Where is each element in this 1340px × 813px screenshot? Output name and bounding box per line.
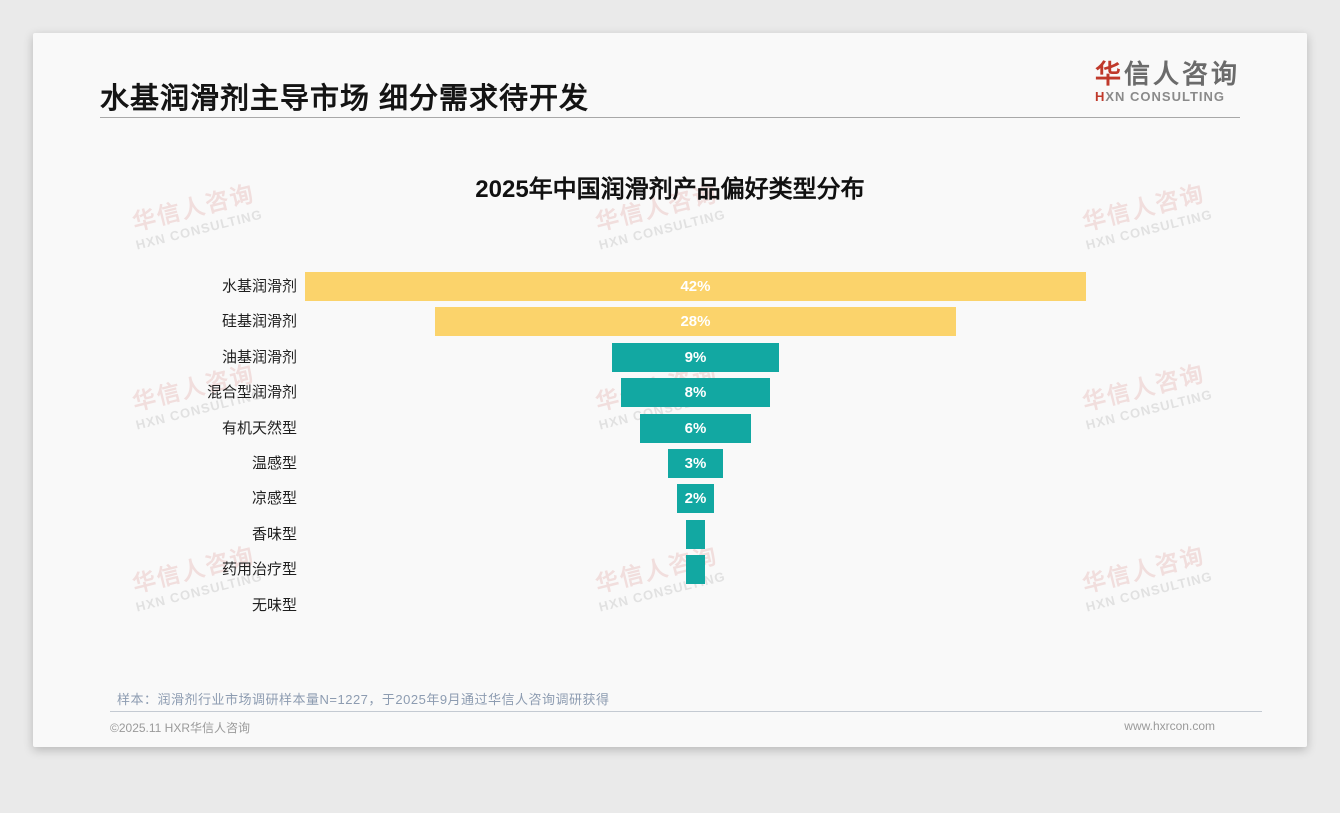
logo-en-accent: H bbox=[1094, 89, 1106, 104]
category-label: 有机天然型 bbox=[221, 419, 297, 437]
header-divider bbox=[100, 117, 1240, 118]
page-title: 水基润滑剂主导市场 细分需求待开发 bbox=[100, 83, 590, 115]
logo-chinese-text: 华信人咨询 bbox=[1095, 59, 1240, 89]
logo-en-rest: XN CONSULTING bbox=[1105, 89, 1226, 104]
website-link[interactable]: www.hxrcon.com bbox=[1124, 719, 1215, 733]
bar-混合型润滑剂: 8% bbox=[621, 378, 770, 408]
chart-row: 硅基润滑剂 28% bbox=[33, 307, 1307, 337]
chart-row: 水基润滑剂 42% bbox=[33, 272, 1307, 301]
funnel-bar-chart: 水基润滑剂 42% 硅基润滑剂 28% 油基润滑剂 9% 混合型润滑剂 8% 有机天然型 6% 温感… bbox=[33, 272, 1307, 627]
chart-row: 混合型润滑剂 8% bbox=[33, 378, 1307, 408]
logo-cn-rest: 信人咨询 bbox=[1123, 59, 1240, 89]
slide-card: 华信人咨询 HXN CONSULTING 华信人咨询 HXN CONSULTING 华信… bbox=[33, 33, 1307, 747]
category-label: 水基润滑剂 bbox=[221, 278, 297, 295]
bar-温感型: 3% bbox=[667, 449, 724, 478]
chart-row: 药用治疗型 bbox=[33, 555, 1307, 585]
bar-药用治疗型 bbox=[686, 555, 705, 585]
bar-水基润滑剂: 42% bbox=[304, 272, 1087, 301]
category-label: 无味型 bbox=[251, 596, 297, 614]
category-label: 香味型 bbox=[251, 525, 297, 543]
chart-row: 有机天然型 6% bbox=[33, 413, 1307, 443]
copyright-text: ©2025.11 HXR华信人咨询 bbox=[110, 721, 250, 735]
logo-cn-accent: 华 bbox=[1094, 59, 1124, 89]
category-label: 油基润滑剂 bbox=[221, 348, 297, 366]
bar-香味型 bbox=[686, 519, 705, 549]
chart-row: 香味型 bbox=[33, 519, 1307, 549]
category-label: 硅基润滑剂 bbox=[221, 313, 297, 331]
chart-row: 无味型 bbox=[33, 591, 1307, 620]
sample-note: 样本：润滑剂行业市场调研样本量N=1227，于2025年9月通过华信人咨询调研获… bbox=[117, 692, 610, 707]
bar-凉感型: 2% bbox=[676, 484, 715, 514]
footer-divider bbox=[110, 711, 1262, 712]
bar-有机天然型: 6% bbox=[639, 413, 752, 443]
logo-english-text: HXN CONSULTING bbox=[1095, 89, 1240, 104]
footer: ©2025.11 HXR华信人咨询 www.hxrcon.com bbox=[110, 719, 1215, 736]
chart-row: 油基润滑剂 9% bbox=[33, 342, 1307, 372]
chart-row: 凉感型 2% bbox=[33, 484, 1307, 514]
category-label: 温感型 bbox=[251, 455, 297, 472]
chart-title: 2025年中国润滑剂产品偏好类型分布 bbox=[475, 176, 865, 203]
bar-硅基润滑剂: 28% bbox=[435, 307, 956, 337]
category-label: 混合型润滑剂 bbox=[206, 384, 297, 402]
bar-油基润滑剂: 9% bbox=[611, 342, 780, 372]
category-label: 凉感型 bbox=[251, 490, 297, 508]
category-label: 药用治疗型 bbox=[221, 561, 297, 579]
company-logo: 华信人咨询 HXN CONSULTING bbox=[1095, 59, 1240, 104]
chart-row: 温感型 3% bbox=[33, 449, 1307, 478]
